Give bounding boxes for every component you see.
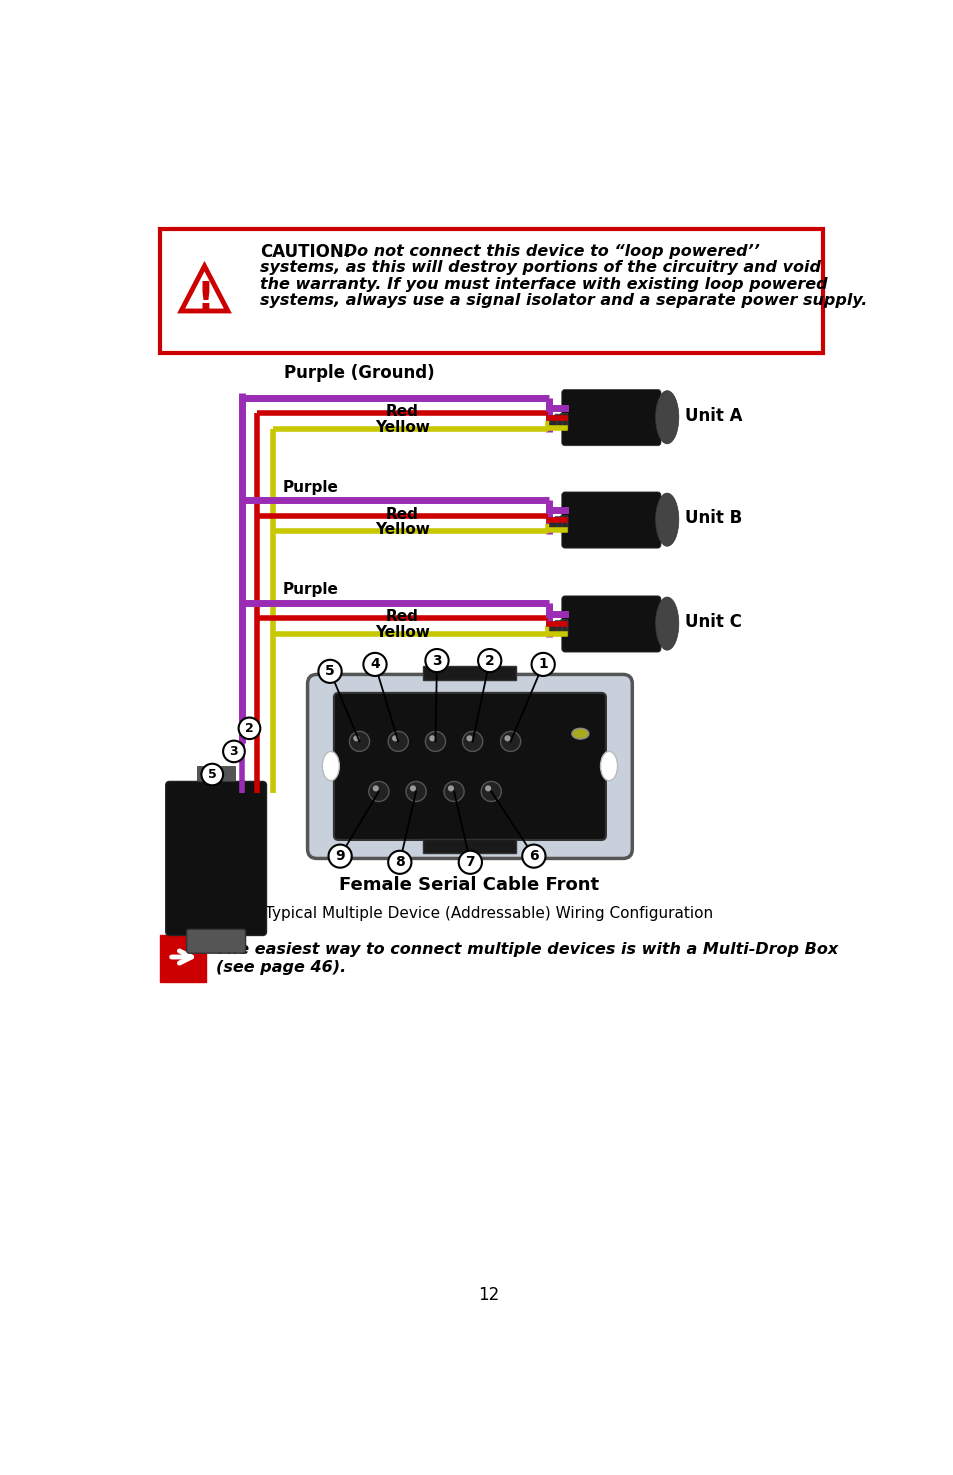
- Circle shape: [504, 735, 510, 742]
- Bar: [159, 229, 822, 353]
- Circle shape: [353, 735, 359, 742]
- Text: !: !: [196, 280, 214, 317]
- Circle shape: [466, 735, 472, 742]
- Text: Yellow: Yellow: [375, 420, 429, 435]
- Text: Unit C: Unit C: [684, 614, 741, 631]
- Circle shape: [388, 851, 411, 873]
- Text: the warranty. If you must interface with existing loop powered: the warranty. If you must interface with…: [260, 276, 827, 292]
- Ellipse shape: [599, 751, 617, 780]
- FancyBboxPatch shape: [555, 621, 562, 634]
- Circle shape: [425, 649, 448, 673]
- Text: 5: 5: [325, 664, 335, 678]
- FancyBboxPatch shape: [559, 620, 567, 636]
- FancyBboxPatch shape: [559, 516, 567, 531]
- Circle shape: [447, 785, 454, 792]
- FancyBboxPatch shape: [334, 693, 605, 839]
- Circle shape: [477, 649, 500, 673]
- FancyBboxPatch shape: [561, 389, 660, 445]
- Circle shape: [363, 653, 386, 676]
- Text: 2: 2: [484, 653, 494, 668]
- Text: Female Serial Cable Front: Female Serial Cable Front: [339, 876, 599, 894]
- Ellipse shape: [655, 493, 679, 546]
- Ellipse shape: [655, 391, 679, 444]
- Ellipse shape: [571, 729, 588, 739]
- Text: 2: 2: [245, 721, 253, 735]
- Text: 7: 7: [465, 855, 475, 869]
- Text: Red: Red: [385, 507, 418, 522]
- Text: systems, as this will destroy portions of the circuitry and void: systems, as this will destroy portions o…: [260, 261, 821, 276]
- Text: CAUTION!: CAUTION!: [260, 243, 352, 261]
- Text: 6: 6: [529, 850, 538, 863]
- Circle shape: [223, 740, 245, 763]
- Text: Typical Multiple Device (Addressable) Wiring Configuration: Typical Multiple Device (Addressable) Wi…: [265, 907, 712, 922]
- Ellipse shape: [322, 751, 339, 780]
- FancyBboxPatch shape: [196, 766, 235, 782]
- FancyBboxPatch shape: [187, 929, 245, 953]
- FancyBboxPatch shape: [549, 518, 557, 530]
- Circle shape: [201, 764, 223, 785]
- Circle shape: [369, 782, 389, 801]
- Circle shape: [500, 732, 520, 751]
- FancyBboxPatch shape: [561, 596, 660, 652]
- FancyBboxPatch shape: [555, 516, 562, 530]
- Circle shape: [373, 785, 378, 792]
- Circle shape: [318, 659, 341, 683]
- Text: Unit B: Unit B: [684, 509, 741, 527]
- FancyBboxPatch shape: [561, 493, 660, 549]
- Text: Yellow: Yellow: [375, 522, 429, 537]
- Circle shape: [443, 782, 464, 801]
- Text: Red: Red: [385, 609, 418, 624]
- Text: Do not connect this device to “loop powered’’: Do not connect this device to “loop powe…: [335, 245, 760, 260]
- Circle shape: [238, 717, 260, 739]
- Text: 3: 3: [230, 745, 238, 758]
- Text: 3: 3: [432, 653, 441, 668]
- Text: Purple: Purple: [282, 479, 338, 494]
- Circle shape: [480, 782, 500, 801]
- Circle shape: [349, 732, 369, 751]
- Text: Red: Red: [385, 404, 418, 419]
- Polygon shape: [181, 266, 228, 311]
- Circle shape: [388, 732, 408, 751]
- Circle shape: [406, 782, 426, 801]
- FancyBboxPatch shape: [422, 665, 516, 680]
- Circle shape: [410, 785, 416, 792]
- Ellipse shape: [655, 597, 679, 650]
- Circle shape: [484, 785, 491, 792]
- FancyBboxPatch shape: [307, 674, 632, 858]
- Text: systems, always use a signal isolator and a separate power supply.: systems, always use a signal isolator an…: [260, 292, 867, 308]
- FancyBboxPatch shape: [549, 622, 557, 633]
- Text: Purple (Ground): Purple (Ground): [284, 363, 435, 382]
- Circle shape: [531, 653, 555, 676]
- FancyBboxPatch shape: [422, 839, 516, 853]
- Text: 4: 4: [370, 658, 379, 671]
- FancyBboxPatch shape: [559, 413, 567, 429]
- FancyBboxPatch shape: [159, 935, 206, 982]
- Circle shape: [462, 732, 482, 751]
- Circle shape: [458, 851, 481, 873]
- Text: Yellow: Yellow: [375, 624, 429, 640]
- Text: 1: 1: [537, 658, 547, 671]
- Circle shape: [392, 735, 397, 742]
- Circle shape: [425, 732, 445, 751]
- Circle shape: [328, 845, 352, 867]
- Circle shape: [429, 735, 435, 742]
- Text: (see page 46).: (see page 46).: [216, 960, 346, 975]
- Text: 5: 5: [208, 768, 216, 782]
- FancyBboxPatch shape: [166, 782, 266, 935]
- Text: 8: 8: [395, 855, 404, 869]
- Text: 12: 12: [477, 1286, 499, 1304]
- Text: 9: 9: [335, 850, 345, 863]
- Circle shape: [521, 845, 545, 867]
- FancyBboxPatch shape: [549, 416, 557, 426]
- Text: The easiest way to connect multiple devices is with a Multi-Drop Box: The easiest way to connect multiple devi…: [216, 943, 838, 957]
- Text: Purple: Purple: [282, 583, 338, 597]
- FancyBboxPatch shape: [555, 414, 562, 428]
- Text: Unit A: Unit A: [684, 407, 741, 425]
